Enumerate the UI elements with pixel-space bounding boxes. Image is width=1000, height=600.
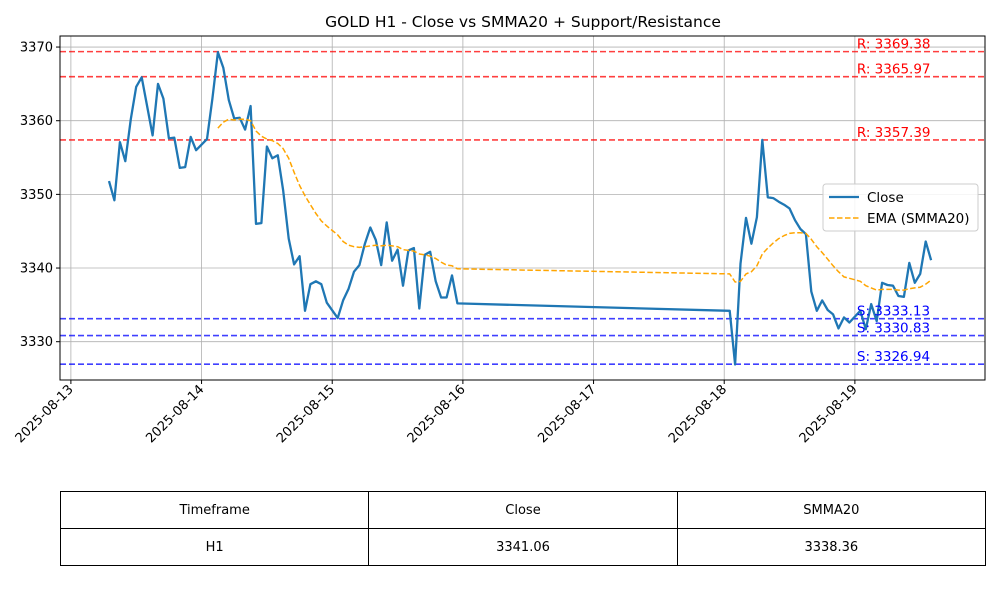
series-lines (107, 51, 933, 366)
x-tick-label: 2025-08-16 (405, 382, 469, 446)
close-line (107, 51, 933, 366)
cell-smma20: 3338.36 (676, 528, 987, 566)
cell-close: 3341.06 (368, 528, 678, 566)
y-tick-label: 3370 (20, 41, 53, 56)
header-smma20: SMMA20 (676, 491, 987, 529)
x-tick-label: 2025-08-19 (797, 382, 861, 446)
x-tick-label: 2025-08-15 (274, 382, 338, 446)
legend-label: EMA (SMMA20) (867, 211, 970, 227)
y-tick-label: 3360 (20, 114, 53, 129)
y-tick-label: 3330 (20, 335, 53, 350)
summary-table: Timeframe Close SMMA20 H1 3341.06 3338.3… (59, 491, 987, 566)
legend: Close EMA (SMMA20) (822, 183, 979, 232)
legend-box (822, 183, 979, 232)
x-tick-label: 2025-08-17 (535, 382, 599, 446)
header-timeframe: Timeframe (59, 491, 370, 529)
x-tick-label: 2025-08-13 (13, 382, 77, 446)
x-tick-label: 2025-08-18 (666, 382, 730, 446)
header-close: Close (368, 491, 678, 529)
plot-frame (59, 35, 986, 381)
support-label: S: 3326.94 (857, 349, 930, 365)
resistance-label: R: 3357.39 (857, 125, 931, 141)
chart-title: GOLD H1 - Close vs SMMA20 + Support/Resi… (325, 13, 721, 31)
smma20-line (217, 118, 932, 291)
level-labels: R: 3369.38 R: 3365.97 R: 3357.39 S: 3333.13… (857, 37, 931, 366)
cell-timeframe: H1 (59, 528, 370, 566)
y-tick-label: 3340 (20, 262, 53, 277)
table-header-row: Timeframe Close SMMA20 (59, 491, 987, 529)
y-tick-label: 3350 (20, 188, 53, 203)
resistance-label: R: 3365.97 (857, 62, 931, 78)
axes: 3330 3340 3350 3360 3370 2025-08-13 2025-08-14… (13, 41, 861, 447)
support-label: S: 3330.83 (857, 321, 930, 337)
legend-label: Close (867, 190, 904, 206)
resistance-label: R: 3369.38 (857, 37, 931, 53)
table-row: H1 3341.06 3338.36 (59, 528, 987, 566)
support-label: S: 3333.13 (857, 304, 930, 320)
x-tick-label: 2025-08-14 (143, 382, 207, 446)
